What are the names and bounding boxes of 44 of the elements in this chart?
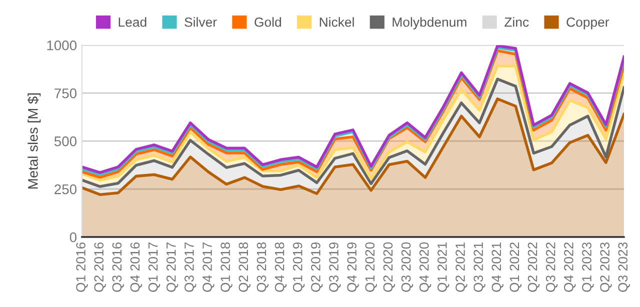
y-tick-label: 500 — [54, 136, 77, 146]
y-tick-label: 250 — [54, 184, 77, 194]
x-tick-label: Q3 2020 — [401, 242, 414, 292]
x-tick-label: Q2 2019 — [311, 242, 323, 292]
x-tick-label: Q4 2016 — [130, 242, 142, 292]
y-axis-title: Metal sles [M $] — [27, 93, 41, 189]
x-tick-label: Q3 2022 — [546, 242, 558, 292]
legend-label: Lead — [118, 17, 146, 27]
x-tick-label: Q3 2018 — [256, 242, 269, 292]
x-tick-label: Q2 2018 — [238, 242, 250, 292]
x-tick-label: Q3 2021 — [474, 242, 486, 292]
x-tick-label: Q2 2022 — [528, 242, 540, 292]
legend-label: Copper — [566, 17, 610, 30]
x-tick-label: Q1 2016 — [76, 242, 88, 292]
x-tick-label: Q1 2023 — [582, 242, 594, 292]
x-tick-label: Q2 2021 — [456, 242, 468, 292]
x-tick-label: Q1 2021 — [438, 242, 450, 292]
x-tick-label: Q4 2018 — [274, 242, 287, 292]
x-tick-label: Q1 2022 — [510, 242, 522, 292]
x-tick-label: Q3 2019 — [329, 242, 341, 292]
x-tick-label: Q3 2023 — [618, 242, 630, 292]
y-tick-label: 0 — [70, 232, 77, 242]
x-tick-label: Q4 2019 — [347, 242, 359, 292]
legend-label: Nickel — [320, 17, 354, 27]
x-tick-label: Q4 2021 — [492, 242, 504, 292]
x-tick-label: Q3 2016 — [112, 242, 124, 292]
x-tick-label: Q4 2020 — [419, 242, 432, 292]
x-tick-label: Q4 2017 — [202, 242, 214, 292]
x-tick-label: Q1 2017 — [148, 242, 160, 292]
x-tick-label: Q2 2017 — [166, 242, 178, 292]
y-tick-label: 750 — [54, 88, 77, 98]
x-tick-label: Q4 2022 — [564, 242, 576, 292]
legend-label: Gold — [254, 17, 281, 27]
y-tick-label: 1000 — [47, 40, 77, 50]
legend-label: Silver — [184, 17, 217, 27]
x-tick-label: Q1 2018 — [220, 242, 232, 292]
x-tick-label: Q2 2023 — [600, 242, 612, 292]
x-tick-label: Q2 2020 — [383, 242, 396, 292]
x-tick-label: Q2 2016 — [94, 242, 106, 292]
legend-label: Zinc — [504, 17, 529, 27]
x-tick-label: Q3 2017 — [184, 242, 196, 292]
x-tick-label: Q1 2020 — [365, 242, 377, 292]
x-tick-label: Q1 2019 — [292, 242, 305, 292]
legend-label: Molybdenum — [392, 17, 466, 30]
